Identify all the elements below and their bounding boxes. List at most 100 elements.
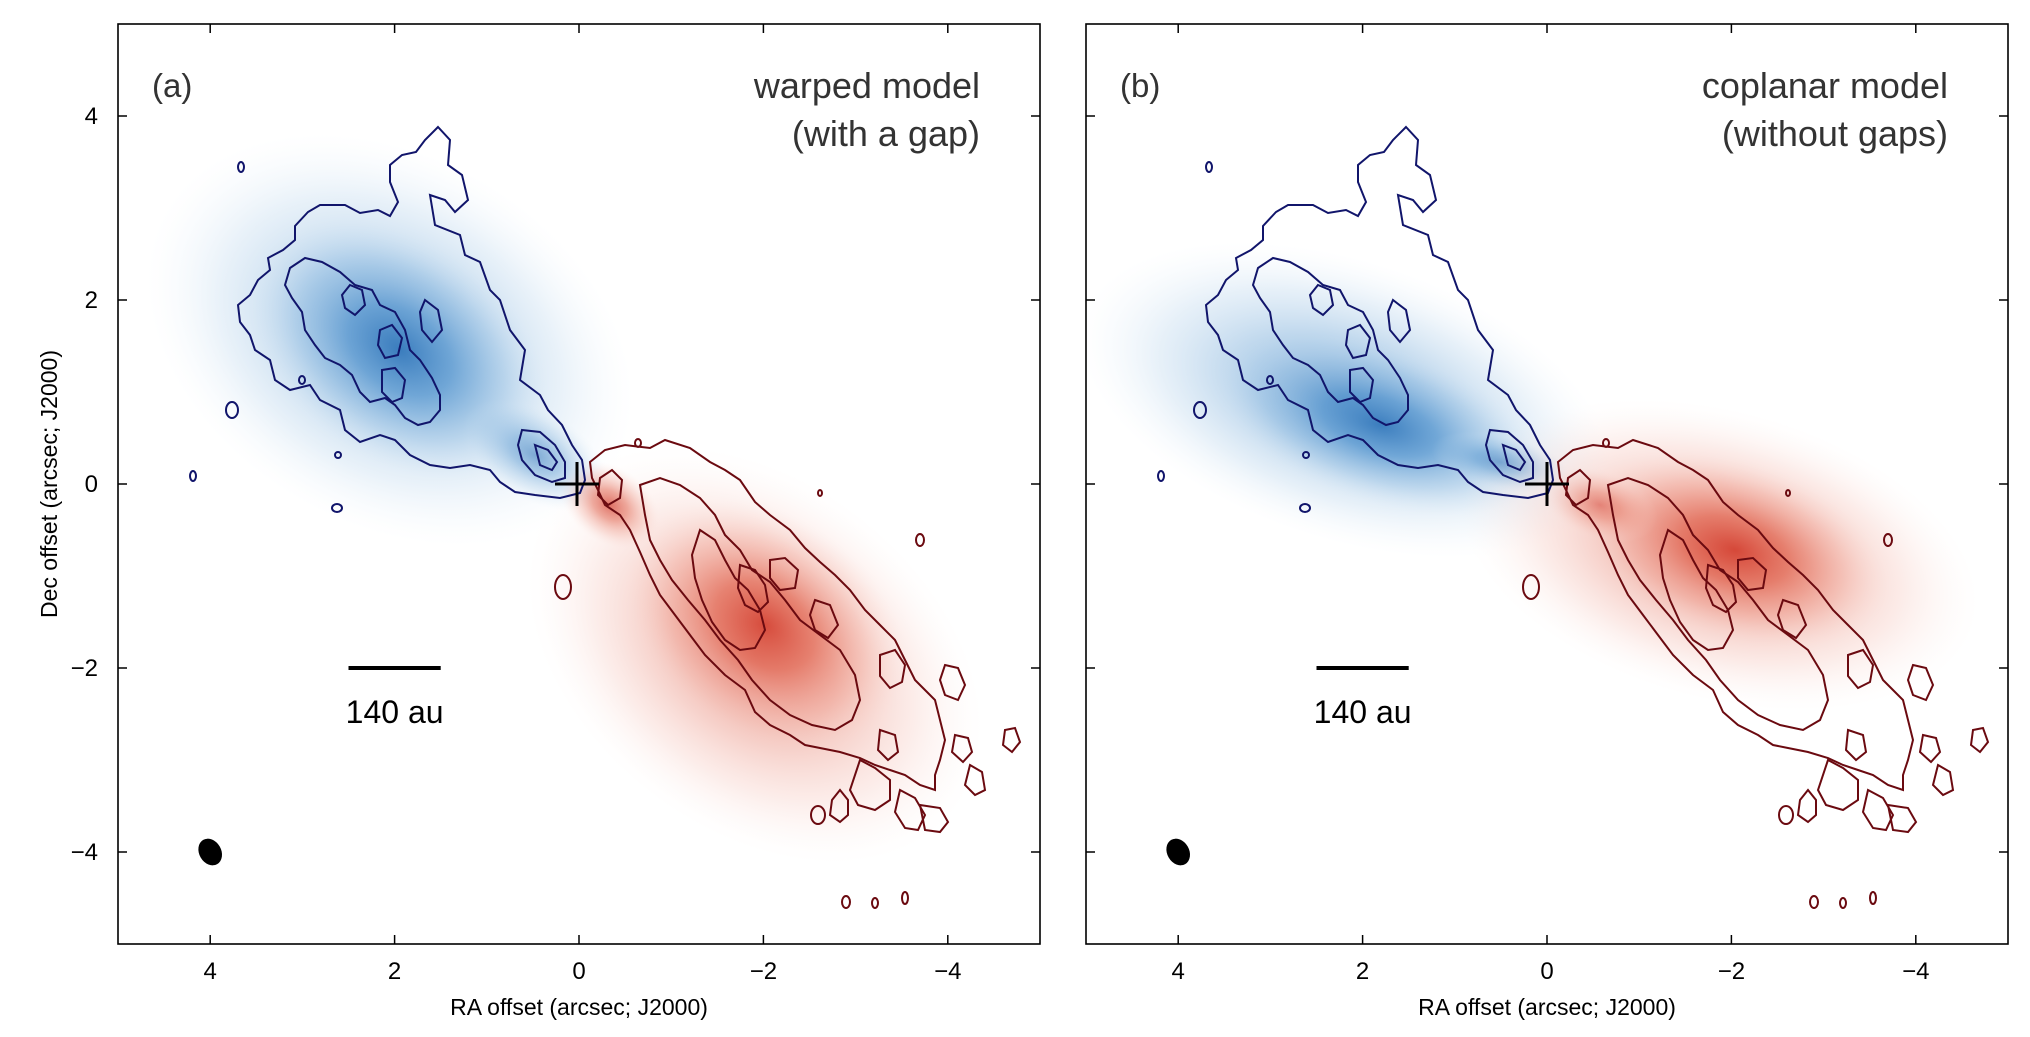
red-contours [1522,438,1990,909]
blue-contour-island-3 [237,161,245,173]
red-contour-inner-2 [736,563,770,614]
red-contour-island-4 [871,897,879,909]
x-tick-label: 4 [1172,958,1185,985]
red-contour-inner-2 [1704,563,1738,614]
blue-contour-inner-6 [418,298,444,344]
panel-label: (b) [1120,67,1160,104]
blue-contour-mid [1251,256,1409,427]
red-contour-tail-7 [950,733,974,764]
panel-title-line-1: coplanar model [1702,65,1948,106]
blue-contour-inner-5 [1501,443,1527,472]
blue-contour-island-1 [1193,401,1207,419]
red-contour-inner-4 [1737,556,1768,592]
beam-ellipse [198,838,223,866]
red-contour-island-7 [634,438,642,448]
blue-contour-island-5 [298,375,306,385]
red-contour-island-6 [915,533,925,547]
blue-contour-island-5 [1266,375,1274,385]
y-axis-label: Dec offset (arcsec; J2000) [36,350,62,618]
red-contour-inner-5 [1776,598,1808,640]
red-contour-tail-2 [848,758,891,812]
red-contour-tail-10 [963,763,987,797]
red-contour-outer [1556,438,1915,792]
red-contours [554,438,1022,909]
red-contour-tail-5 [918,803,950,834]
blue-contours [1157,125,1555,513]
red-contour-tail-3 [1861,788,1895,832]
blue-contour-inner-1 [1308,283,1335,317]
y-tick-label: 2 [85,287,98,314]
red-contour-tail-1 [879,648,907,690]
panel-b-ticks [1086,24,2008,944]
panel-b-plot-area [1086,125,1990,909]
red-contour-inner-4 [769,556,800,592]
red-contour-tail-9 [876,728,900,762]
panel-b: 4 2 0 −2 −4 RA offset (arcsec; J2000) (b… [1085,23,2009,1020]
y-tick-label: 4 [85,103,98,130]
red-contour-tail-8 [1969,726,1990,754]
red-contour-outer [588,438,947,792]
blue-contour-inner-3 [1349,366,1375,404]
blue-contour-inner-6 [1386,298,1412,344]
y-tick-label: 0 [85,471,98,498]
blue-contour-island-4 [331,503,343,513]
red-contour-tail-1 [1847,648,1875,690]
red-contour-tail-3 [893,788,927,832]
x-tick-label: 2 [388,958,401,985]
red-contour-island-7 [1602,438,1610,448]
blue-contour-inner-1 [340,283,367,317]
red-contour-island-5 [1869,891,1877,905]
blue-contour-island-6 [1302,451,1310,459]
red-contour-mid [1606,476,1830,732]
red-contour-island-8 [817,489,823,497]
x-axis-label: RA offset (arcsec; J2000) [450,994,708,1020]
x-tick-label: −4 [934,958,961,985]
model-red-lobe [1461,399,1979,711]
red-contour-inner-3 [596,468,624,507]
red-contour-tail-2 [1816,758,1859,812]
panel-title-line-1: warped model [753,65,980,106]
red-contour-island-1 [554,574,572,600]
x-tick-label: 4 [204,958,217,985]
y-tick-label: −2 [71,655,98,682]
star-marker [555,462,599,506]
panel-a: 4 2 0 −2 −4 4 2 0 −2 −4 RA offset (arcse… [36,23,1041,1020]
red-contour-island-8 [1785,489,1791,497]
x-axis-label: RA offset (arcsec; J2000) [1418,994,1676,1020]
y-tick-label: −4 [71,839,98,866]
blue-contour-island-2 [189,470,197,482]
red-contour-island-6 [1883,533,1893,547]
red-contour-mid [638,476,862,732]
blue-contour-island-1 [225,401,239,419]
blue-contour-island-6 [334,451,342,459]
beam-ellipse [1166,838,1191,866]
red-contour-inner-1 [1658,528,1735,652]
red-contour-tail-9 [1844,728,1868,762]
red-contour-tail-10 [1931,763,1955,797]
red-contour-tail-6 [938,663,967,702]
red-contour-inner-1 [690,528,767,652]
blue-contour-inner-4 [1484,428,1534,484]
x-tick-label: 0 [1540,958,1553,985]
x-tick-label: 2 [1356,958,1369,985]
panel-label: (a) [152,67,192,104]
blue-contour-outer [236,125,587,500]
red-contour-inner-5 [808,598,840,640]
panel-a-plot-area [146,125,1022,909]
star-marker [1525,462,1569,506]
model-red-lobe [526,446,984,864]
blue-contour-inner-2 [1344,323,1372,360]
panel-title-line-2: (with a gap) [792,113,980,154]
blue-contour-inner-2 [376,323,404,360]
x-tick-label: −4 [1902,958,1929,985]
red-contour-island-5 [901,891,909,905]
blue-contour-island-3 [1205,161,1213,173]
red-contour-inner-3 [1564,468,1592,507]
x-tick-label: 0 [572,958,585,985]
x-tick-label: −2 [750,958,777,985]
blue-contour-mid [283,256,441,427]
red-contour-island-2 [810,805,826,825]
panel-a-ticks [118,24,1040,944]
red-contour-island-1 [1522,574,1540,600]
